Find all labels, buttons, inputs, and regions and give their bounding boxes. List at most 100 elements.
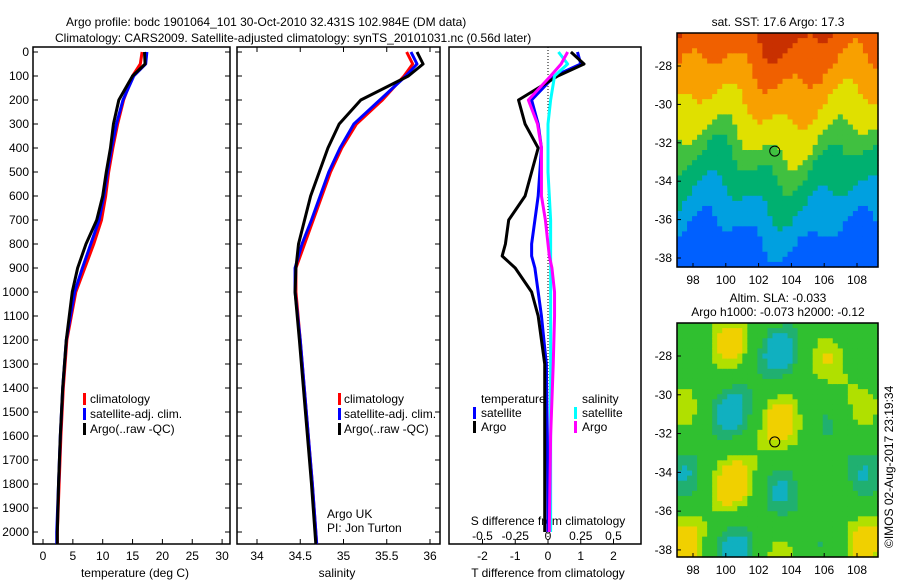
map-cell	[762, 475, 769, 482]
map-cell	[812, 358, 819, 365]
map-cell	[677, 343, 683, 350]
map-cell	[847, 211, 854, 217]
map-cell	[872, 83, 879, 90]
map-cell	[792, 516, 799, 522]
map-cell	[817, 551, 824, 558]
map-cell	[702, 94, 708, 100]
map-cell	[817, 256, 824, 263]
map-cell	[842, 190, 849, 197]
map-cell	[707, 226, 713, 232]
map-cell	[752, 251, 758, 258]
map-cell	[837, 368, 844, 375]
map-cell	[737, 546, 743, 553]
map-cell	[762, 501, 769, 507]
map-cell	[687, 495, 693, 502]
map-cell	[682, 445, 688, 451]
map-cell	[807, 180, 814, 187]
map-cell	[727, 414, 733, 421]
map-cell	[677, 521, 683, 528]
map-cell	[857, 419, 864, 426]
map-cell	[797, 363, 804, 370]
map-cell	[842, 338, 849, 344]
map-cell	[862, 68, 869, 75]
map-cell	[717, 48, 723, 54]
map-cell	[732, 378, 738, 385]
map-cell	[837, 424, 844, 431]
map-cell	[707, 414, 713, 421]
map-cell	[837, 531, 844, 538]
map-cell	[852, 99, 859, 105]
map-cell	[682, 450, 688, 456]
map-cell	[787, 231, 794, 238]
map-cell	[722, 175, 728, 182]
map-cell	[862, 546, 869, 553]
map-cell	[857, 475, 864, 482]
map-cell	[742, 358, 748, 365]
map-cell	[782, 68, 789, 75]
map-cell	[847, 399, 854, 405]
map-cell	[692, 495, 698, 502]
map-cell	[867, 358, 874, 365]
map-cell	[682, 251, 688, 258]
map-cell	[857, 353, 864, 360]
map-cell	[832, 78, 839, 85]
map-cell	[782, 526, 789, 533]
map-cell	[767, 165, 774, 171]
map-cell	[702, 256, 708, 263]
map-cell	[692, 261, 698, 268]
map-cell	[682, 536, 688, 543]
map-cell	[737, 328, 743, 334]
map-cell	[857, 33, 864, 39]
map-cell	[842, 475, 849, 482]
map-cell	[757, 506, 764, 512]
map-cell	[797, 144, 804, 151]
map-cell	[837, 526, 844, 533]
map-cell	[717, 94, 723, 100]
map-cell	[757, 419, 764, 426]
map-cell	[857, 246, 864, 253]
map-cell	[837, 485, 844, 492]
map-cell	[677, 144, 683, 151]
map-cell	[762, 73, 769, 80]
map-cell	[782, 63, 789, 70]
legend-swatch	[83, 423, 86, 435]
map-cell	[742, 389, 748, 395]
map-cell	[822, 68, 829, 75]
map-cell	[742, 185, 748, 192]
map-cell	[807, 170, 814, 177]
map-cell	[837, 165, 844, 171]
map-cell	[792, 99, 799, 105]
map-cell	[767, 43, 774, 49]
map-cell	[707, 323, 713, 329]
map-cell	[832, 353, 839, 360]
map-cell	[867, 256, 874, 263]
map-cell	[787, 531, 794, 538]
map-cell	[762, 134, 769, 141]
map-cell	[862, 53, 869, 60]
map-cell	[802, 358, 809, 365]
map-cell	[757, 104, 764, 110]
map-cell	[762, 139, 769, 146]
map-cell	[762, 226, 769, 232]
map-cell	[782, 363, 789, 370]
map-cell	[707, 343, 713, 350]
map-cell	[687, 58, 693, 65]
map-cell	[747, 333, 753, 339]
map-cell	[697, 378, 703, 385]
map-cell	[732, 190, 738, 197]
map-cell	[702, 348, 708, 355]
map-cell	[817, 409, 824, 416]
map-cell	[747, 134, 753, 141]
map-cell	[872, 226, 879, 232]
map-cell	[707, 328, 713, 334]
map-cell	[837, 53, 844, 60]
map-cell	[802, 150, 809, 156]
map-cell	[692, 83, 698, 90]
map-cell	[712, 450, 718, 456]
map-cell	[857, 480, 864, 487]
map-cell	[847, 170, 854, 177]
map-cell	[872, 139, 879, 146]
map-cell	[707, 511, 713, 517]
map-cell	[747, 73, 753, 80]
map-cell	[687, 38, 693, 44]
